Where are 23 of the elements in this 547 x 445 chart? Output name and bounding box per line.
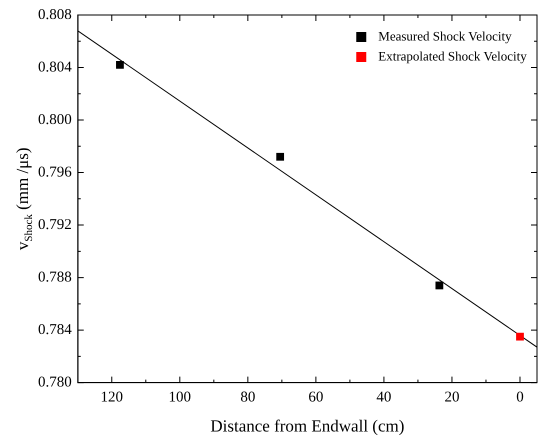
y-tick-label: 0.808 xyxy=(38,6,72,23)
y-tick-label: 0.788 xyxy=(38,270,72,286)
y-tick-label: 0.784 xyxy=(38,322,72,338)
y-axis-title: vShock (mm /μs) xyxy=(13,147,35,250)
point xyxy=(116,61,124,69)
x-tick-label: 80 xyxy=(240,390,256,406)
point xyxy=(516,332,524,341)
x-tick-label: 120 xyxy=(100,390,124,406)
x-tick-label: 0 xyxy=(516,390,524,406)
x-tick-label: 20 xyxy=(444,390,460,406)
x-tick-label: 100 xyxy=(168,390,192,406)
legend-label: Extrapolated Shock Velocity xyxy=(378,48,528,64)
y-tick-label: 0.804 xyxy=(38,59,72,76)
legend-label: Measured Shock Velocity xyxy=(378,28,512,44)
x-tick-label: 40 xyxy=(376,390,392,406)
y-tick-label: 0.796 xyxy=(38,164,72,180)
point xyxy=(435,282,444,290)
point xyxy=(276,152,284,161)
y-tick-label: 0.800 xyxy=(38,112,72,128)
y-tick-label: 0.780 xyxy=(38,374,72,391)
y-tick-label: 0.792 xyxy=(38,216,72,233)
x-axis-title: Distance from Endwall (cm) xyxy=(210,416,404,436)
x-tick-label: 60 xyxy=(308,390,324,406)
